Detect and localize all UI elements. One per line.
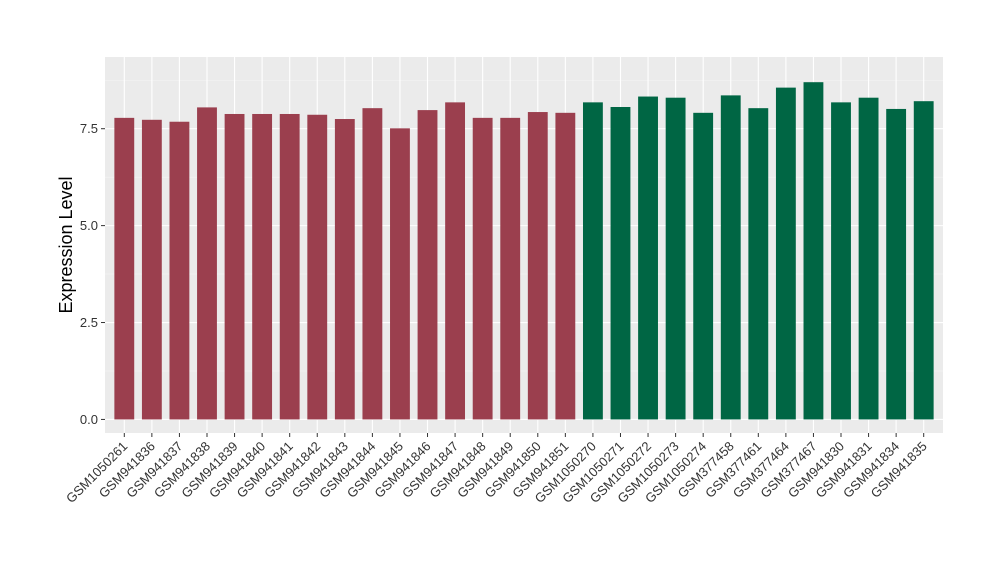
bar-GSM1050272 bbox=[638, 96, 658, 420]
bar-GSM941836 bbox=[141, 119, 162, 420]
bar-GSM941831 bbox=[858, 97, 879, 420]
bar-GSM377467 bbox=[803, 82, 824, 420]
y-axis: 0.0 2.5 5.0 7.5 bbox=[80, 121, 105, 427]
bar-GSM941849 bbox=[500, 117, 521, 420]
bar-GSM941841 bbox=[279, 113, 300, 420]
bar-GSM1050270 bbox=[582, 102, 603, 420]
bar-GSM941837 bbox=[169, 121, 190, 420]
bars bbox=[114, 82, 934, 420]
bar-GSM941844 bbox=[362, 108, 383, 420]
bar-GSM941838 bbox=[197, 107, 217, 420]
bar-GSM941840 bbox=[252, 113, 273, 420]
y-axis-title: Expression Level bbox=[56, 176, 76, 313]
bar-GSM941830 bbox=[831, 102, 851, 420]
bar-GSM377464 bbox=[775, 87, 796, 420]
bar-GSM377461 bbox=[748, 108, 769, 420]
y-tick-label: 0.0 bbox=[80, 412, 98, 427]
bar-GSM1050271 bbox=[610, 107, 631, 420]
x-axis: GSM1050261GSM941836GSM941837GSM941838GSM… bbox=[63, 433, 930, 506]
y-tick-label: 2.5 bbox=[80, 315, 98, 330]
bar-GSM377458 bbox=[720, 95, 741, 420]
bar-GSM941843 bbox=[334, 119, 355, 420]
bar-GSM1050273 bbox=[665, 97, 686, 420]
bar-GSM941846 bbox=[417, 110, 438, 420]
bar-GSM1050261 bbox=[114, 117, 135, 420]
plot-panel bbox=[105, 57, 943, 433]
bar-GSM941851 bbox=[555, 112, 576, 420]
bar-GSM941847 bbox=[445, 102, 466, 420]
y-tick-label: 5.0 bbox=[80, 218, 98, 233]
bar-GSM1050274 bbox=[693, 112, 714, 420]
bar-GSM941850 bbox=[527, 112, 548, 420]
bar-GSM941842 bbox=[307, 114, 328, 420]
bar-GSM941834 bbox=[886, 108, 907, 420]
bar-GSM941848 bbox=[472, 117, 493, 420]
y-tick-label: 7.5 bbox=[80, 121, 98, 136]
bar-GSM941845 bbox=[390, 128, 410, 420]
bar-GSM941835 bbox=[913, 101, 934, 420]
bar-GSM941839 bbox=[224, 113, 245, 420]
